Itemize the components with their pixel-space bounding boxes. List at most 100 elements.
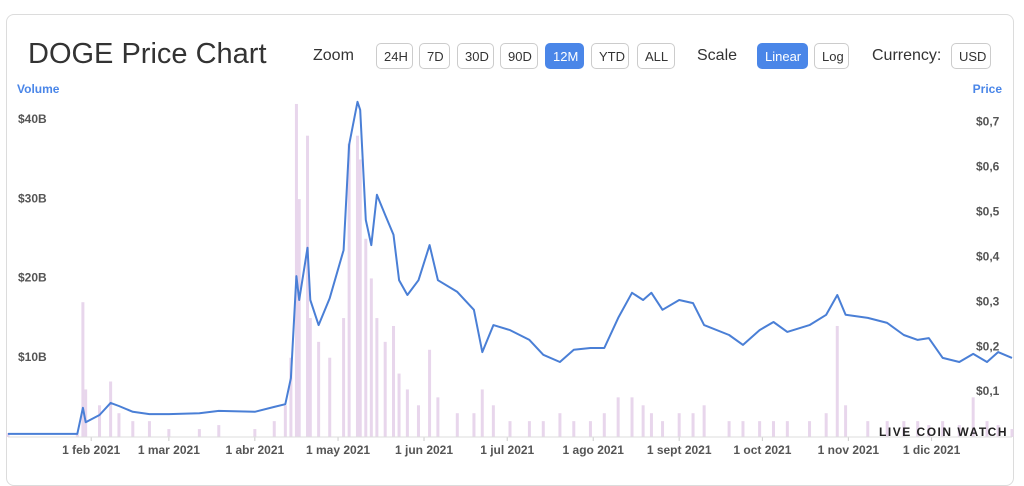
- volume-bar: [480, 389, 484, 437]
- y-axis-title: Volume: [17, 82, 60, 96]
- currency-button[interactable]: USD: [951, 43, 991, 69]
- volume-bar: [677, 413, 681, 437]
- volume-bar: [957, 425, 961, 437]
- volume-bar: [283, 405, 287, 437]
- option-button[interactable]: 12M: [545, 43, 584, 69]
- y2-tick-label: $0,1: [976, 384, 1000, 398]
- volume-bar: [358, 159, 362, 437]
- volume-bar: [272, 421, 276, 437]
- volume-bar: [808, 421, 812, 437]
- option-button[interactable]: 90D: [500, 43, 538, 69]
- volume-bar: [81, 302, 85, 437]
- volume-bar: [355, 135, 359, 437]
- option-button[interactable]: ALL: [637, 43, 675, 69]
- y2-tick-label: $0,6: [976, 160, 1000, 174]
- option-button[interactable]: 24H: [376, 43, 413, 69]
- volume-bar: [702, 405, 706, 437]
- volume-bar: [885, 421, 889, 437]
- volume-bar: [927, 425, 931, 437]
- volume-bar: [691, 413, 695, 437]
- x-tick-label: 1 jul 2021: [480, 443, 534, 457]
- volume-bar: [416, 405, 420, 437]
- volume-bar: [131, 421, 135, 437]
- volume-bar: [616, 397, 620, 437]
- volume-bar: [727, 421, 731, 437]
- volume-bar: [985, 421, 989, 437]
- x-tick-label: 1 abr 2021: [225, 443, 284, 457]
- option-button[interactable]: YTD: [591, 43, 629, 69]
- volume-bar: [771, 421, 775, 437]
- volume-bar: [758, 421, 762, 437]
- volume-bar: [328, 357, 332, 437]
- volume-bar: [405, 389, 409, 437]
- price-line: [8, 100, 1013, 435]
- volume-bar: [436, 397, 440, 437]
- volume-bar: [741, 421, 745, 437]
- y2-tick-label: $0,7: [976, 115, 1000, 129]
- volume-bar: [866, 421, 870, 437]
- option-button[interactable]: Log: [814, 43, 849, 69]
- volume-bar: [297, 199, 301, 437]
- y2-axis-title: Price: [973, 82, 1003, 96]
- volume-bar: [491, 405, 495, 437]
- volume-bar: [916, 421, 920, 437]
- scale-label: Scale: [697, 47, 738, 64]
- volume-bar: [383, 341, 387, 437]
- volume-bar: [630, 397, 634, 437]
- volume-bar: [558, 413, 562, 437]
- x-tick-label: 1 nov 2021: [818, 443, 880, 457]
- x-tick-label: 1 may 2021: [306, 443, 370, 457]
- volume-bar: [167, 429, 171, 437]
- volume-bar: [541, 421, 545, 437]
- volume-bar: [996, 425, 1000, 437]
- option-button[interactable]: 30D: [457, 43, 494, 69]
- volume-bar: [317, 341, 321, 437]
- volume-bar: [572, 421, 576, 437]
- volume-bar: [306, 135, 310, 437]
- volume-bar: [347, 143, 351, 438]
- volume-bar: [253, 429, 257, 437]
- volume-bar: [835, 325, 839, 437]
- y2-tick-label: $0,4: [976, 249, 1000, 263]
- x-tick-label: 1 sept 2021: [647, 443, 712, 457]
- option-button[interactable]: 7D: [419, 43, 450, 69]
- x-tick-label: 1 jun 2021: [395, 443, 453, 457]
- currency-label: Currency:: [872, 47, 942, 64]
- volume-bar: [428, 349, 432, 437]
- y-tick-label: $40B: [18, 112, 47, 126]
- y2-tick-label: $0,5: [976, 205, 1000, 219]
- y-tick-label: $20B: [18, 271, 47, 285]
- volume-bar: [527, 421, 531, 437]
- chart-title: DOGE Price Chart: [28, 38, 267, 70]
- volume-bar: [661, 421, 665, 437]
- volume-bar: [397, 373, 401, 437]
- y-tick-label: $30B: [18, 191, 47, 205]
- volume-bar: [941, 421, 945, 437]
- y2-tick-label: $0,2: [976, 339, 1000, 353]
- volume-bar: [602, 413, 606, 437]
- option-button[interactable]: Linear: [757, 43, 808, 69]
- x-tick-label: 1 oct 2021: [733, 443, 791, 457]
- volume-bar: [508, 421, 512, 437]
- volume-bar: [364, 238, 368, 437]
- volume-bar: [117, 413, 121, 437]
- volume-bar: [375, 318, 379, 437]
- volume-bar: [844, 405, 848, 437]
- volume-bar: [455, 413, 459, 437]
- volume-bar: [147, 421, 151, 437]
- volume-bar: [75, 434, 79, 437]
- volume-bar: [289, 357, 293, 437]
- volume-bar: [197, 429, 201, 437]
- volume-bar: [84, 389, 88, 437]
- volume-bar: [588, 421, 592, 437]
- volume-bar: [971, 397, 975, 437]
- x-tick-label: 1 ago 2021: [563, 443, 625, 457]
- volume-bar: [785, 421, 789, 437]
- volume-bar: [641, 405, 645, 437]
- x-tick-label: 1 dic 2021: [903, 443, 961, 457]
- volume-bar: [308, 318, 312, 437]
- volume-bar: [902, 421, 906, 437]
- x-tick-label: 1 feb 2021: [62, 443, 120, 457]
